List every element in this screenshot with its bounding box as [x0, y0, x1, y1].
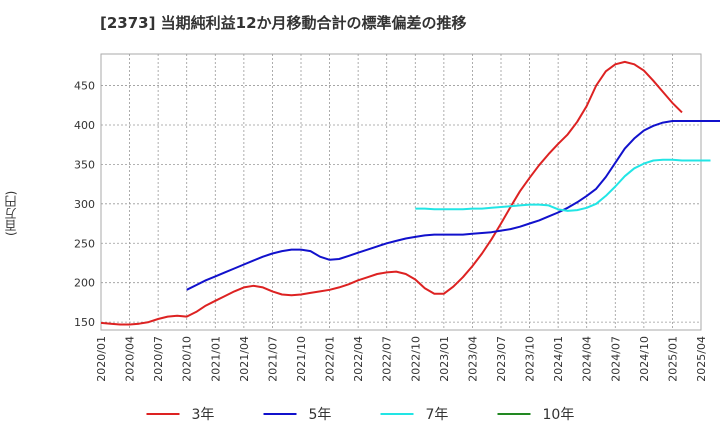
x-tick-label: 2022/01 — [324, 336, 337, 382]
y-tick-label: 450 — [74, 80, 95, 93]
y-tick-label: 350 — [74, 158, 95, 171]
y-tick-labels: 150 200 250 300 350 400 450 — [74, 80, 95, 330]
x-tick-label: 2022/10 — [409, 336, 422, 382]
y-tick-label: 300 — [74, 198, 95, 211]
x-tick-label: 2025/04 — [695, 336, 708, 382]
x-tick-label: 2025/01 — [666, 336, 679, 382]
legend-label: 5年 — [309, 407, 332, 423]
plot-area — [100, 53, 702, 331]
series-line-5年 — [186, 120, 720, 291]
x-tick-label: 2021/04 — [238, 336, 251, 382]
x-tick-label: 2022/07 — [381, 336, 394, 382]
x-tick-label: 2021/01 — [209, 336, 222, 382]
y-tick-label: 400 — [74, 119, 95, 132]
series-line-3年 — [100, 60, 683, 326]
series-layer — [100, 60, 720, 326]
series-line-7年 — [415, 158, 711, 212]
x-tick-labels: 2020/01 2020/04 2020/07 2020/10 2021/01 2021/… — [95, 336, 708, 382]
y-tick-label: 200 — [74, 277, 95, 290]
x-tick-label: 2024/10 — [638, 336, 651, 382]
x-tick-label: 2024/01 — [552, 336, 565, 382]
legend-label: 3年 — [192, 407, 215, 423]
x-tick-label: 2023/07 — [495, 336, 508, 382]
legend-label: 10年 — [543, 407, 575, 423]
x-tick-label: 2023/01 — [438, 336, 451, 382]
x-tick-label: 2023/10 — [524, 336, 537, 382]
x-tick-label: 2023/04 — [466, 336, 479, 382]
grid-layer — [101, 54, 701, 330]
x-tick-label: 2021/07 — [266, 336, 279, 382]
legend-label: 7年 — [426, 407, 449, 423]
x-tick-label: 2020/07 — [152, 336, 165, 382]
legend: 3年 5年 7年 10年 — [146, 407, 575, 423]
chart-title: [2373] 当期純利益12か月移動合計の標準偏差の推移 — [100, 14, 467, 32]
x-tick-label: 2022/04 — [352, 336, 365, 382]
x-tick-label: 2020/01 — [95, 336, 108, 382]
x-tick-label: 2021/10 — [295, 336, 308, 382]
x-tick-label: 2024/07 — [609, 336, 622, 382]
x-tick-label: 2020/10 — [181, 336, 194, 382]
x-tick-label: 2024/04 — [581, 336, 594, 382]
y-tick-label: 150 — [74, 316, 95, 329]
x-tick-label: 2020/04 — [124, 336, 137, 382]
y-tick-label: 250 — [74, 237, 95, 250]
